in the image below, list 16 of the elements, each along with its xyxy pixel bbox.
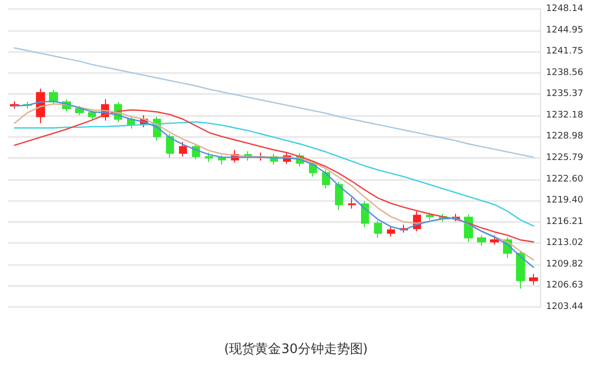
y-tick-label: 1222.60 — [546, 174, 584, 184]
y-tick-label: 1248.14 — [546, 4, 584, 14]
y-tick-label: 1235.37 — [546, 89, 584, 100]
y-tick-label: 1238.56 — [546, 68, 584, 78]
text: (现货黄金30分钟走势图) — [224, 342, 368, 357]
y-tick-label: 1244.95 — [546, 25, 584, 36]
y-tick-label: 1228.98 — [546, 132, 584, 142]
y-tick-label: 1206.63 — [546, 280, 584, 291]
y-tick-label: 1216.21 — [546, 216, 584, 227]
y-tick-label: 1209.82 — [546, 259, 584, 270]
y-tick-label: 1241.75 — [546, 46, 584, 57]
y-tick-label: 1225.79 — [546, 153, 584, 163]
y-tick-label: 1232.18 — [546, 110, 584, 120]
y-tick-label: 1213.02 — [546, 238, 584, 248]
y-tick-label: 1203.44 — [546, 302, 584, 312]
y-tick-label: 1219.40 — [546, 196, 584, 206]
